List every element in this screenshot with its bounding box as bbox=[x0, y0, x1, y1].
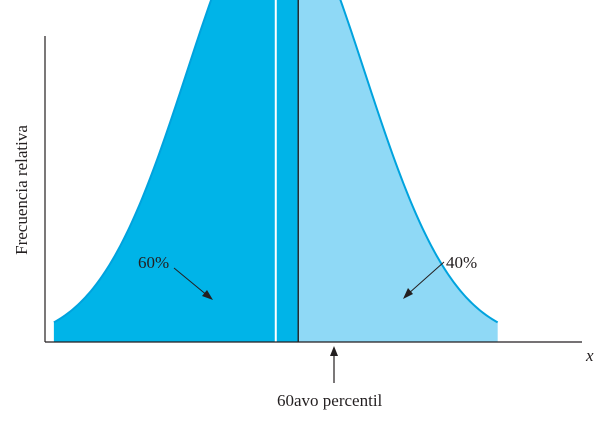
y-axis-label: Frecuencia relativa bbox=[12, 125, 31, 255]
right-region-pointer-head bbox=[403, 288, 413, 299]
density-curve bbox=[53, 0, 499, 324]
left-region-pointer-head bbox=[202, 290, 213, 300]
left-region-pointer bbox=[173, 267, 209, 297]
percentile-label: 60avo percentil bbox=[277, 391, 383, 410]
right-region-label: 40% bbox=[446, 253, 477, 272]
x-axis-label: x bbox=[585, 346, 594, 365]
left-region-label: 60% bbox=[138, 253, 169, 272]
right-region-pointer bbox=[407, 261, 445, 295]
percentile-pointer-head bbox=[330, 346, 338, 356]
